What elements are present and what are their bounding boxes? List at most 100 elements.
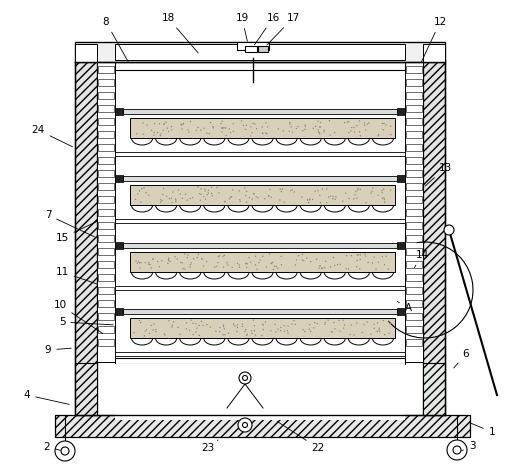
Circle shape [356, 198, 357, 199]
Circle shape [219, 327, 220, 328]
Circle shape [140, 262, 142, 263]
Circle shape [214, 266, 215, 268]
Bar [75, 363, 97, 415]
Circle shape [225, 201, 226, 202]
Circle shape [304, 331, 305, 332]
Circle shape [231, 267, 233, 268]
Circle shape [163, 129, 164, 131]
Circle shape [316, 259, 317, 260]
Circle shape [372, 262, 373, 264]
Bar [406, 157, 422, 164]
Circle shape [444, 225, 454, 235]
Circle shape [383, 320, 384, 321]
Circle shape [182, 124, 184, 125]
Circle shape [319, 195, 320, 196]
Circle shape [197, 257, 198, 258]
Circle shape [239, 267, 240, 268]
Circle shape [229, 128, 230, 129]
Circle shape [266, 266, 267, 268]
Circle shape [373, 256, 375, 258]
Circle shape [154, 123, 155, 124]
Circle shape [133, 332, 135, 333]
Circle shape [249, 197, 250, 198]
Circle shape [355, 191, 356, 192]
Circle shape [351, 127, 352, 128]
Circle shape [234, 325, 235, 326]
Bar [98, 157, 114, 164]
Circle shape [282, 188, 283, 190]
Text: 2: 2 [44, 442, 60, 452]
Circle shape [239, 200, 241, 202]
Circle shape [171, 326, 173, 328]
Circle shape [200, 188, 202, 190]
Circle shape [346, 255, 347, 256]
Circle shape [164, 334, 166, 336]
Circle shape [186, 257, 188, 258]
Circle shape [203, 196, 204, 198]
Bar [98, 105, 114, 112]
Circle shape [276, 266, 277, 267]
Circle shape [143, 187, 145, 189]
Circle shape [186, 199, 188, 201]
Circle shape [295, 264, 296, 266]
Circle shape [371, 191, 373, 192]
Circle shape [171, 325, 173, 326]
Circle shape [320, 122, 321, 123]
Circle shape [202, 325, 204, 326]
Circle shape [359, 189, 361, 190]
Circle shape [307, 199, 308, 201]
Circle shape [357, 189, 358, 191]
Circle shape [322, 268, 323, 269]
Circle shape [323, 131, 324, 133]
Circle shape [228, 333, 229, 334]
Text: 9: 9 [45, 345, 71, 355]
Circle shape [296, 259, 297, 261]
Bar [98, 118, 114, 125]
Circle shape [223, 325, 224, 326]
Circle shape [245, 329, 246, 330]
Circle shape [303, 260, 304, 262]
Circle shape [143, 134, 144, 135]
Bar [98, 313, 114, 320]
Circle shape [212, 195, 213, 197]
Circle shape [290, 126, 292, 127]
Text: 18: 18 [161, 13, 198, 53]
Circle shape [246, 335, 247, 336]
Circle shape [181, 124, 182, 126]
Bar [406, 170, 422, 177]
Circle shape [342, 200, 344, 202]
Text: 4: 4 [24, 390, 70, 404]
Circle shape [388, 321, 390, 323]
Circle shape [268, 195, 269, 197]
Circle shape [252, 123, 254, 124]
Circle shape [145, 331, 146, 332]
Circle shape [378, 329, 380, 331]
Circle shape [221, 131, 223, 133]
Circle shape [139, 262, 140, 263]
Circle shape [237, 262, 238, 264]
Circle shape [244, 187, 246, 189]
Circle shape [186, 322, 187, 324]
Text: 5: 5 [59, 317, 113, 327]
Circle shape [266, 133, 268, 134]
Circle shape [390, 126, 391, 127]
Circle shape [334, 265, 335, 266]
Circle shape [268, 195, 270, 197]
Circle shape [320, 202, 321, 204]
Circle shape [332, 196, 334, 197]
Circle shape [180, 262, 181, 263]
Circle shape [150, 267, 152, 269]
Circle shape [383, 197, 385, 198]
Bar [406, 326, 422, 333]
Circle shape [231, 196, 232, 198]
Circle shape [150, 325, 152, 326]
Circle shape [312, 199, 314, 200]
Circle shape [319, 265, 321, 267]
Circle shape [272, 269, 274, 270]
Circle shape [155, 329, 157, 330]
Circle shape [321, 268, 322, 269]
Circle shape [253, 319, 254, 321]
Circle shape [309, 198, 311, 199]
Bar [98, 66, 114, 73]
Circle shape [283, 325, 285, 326]
